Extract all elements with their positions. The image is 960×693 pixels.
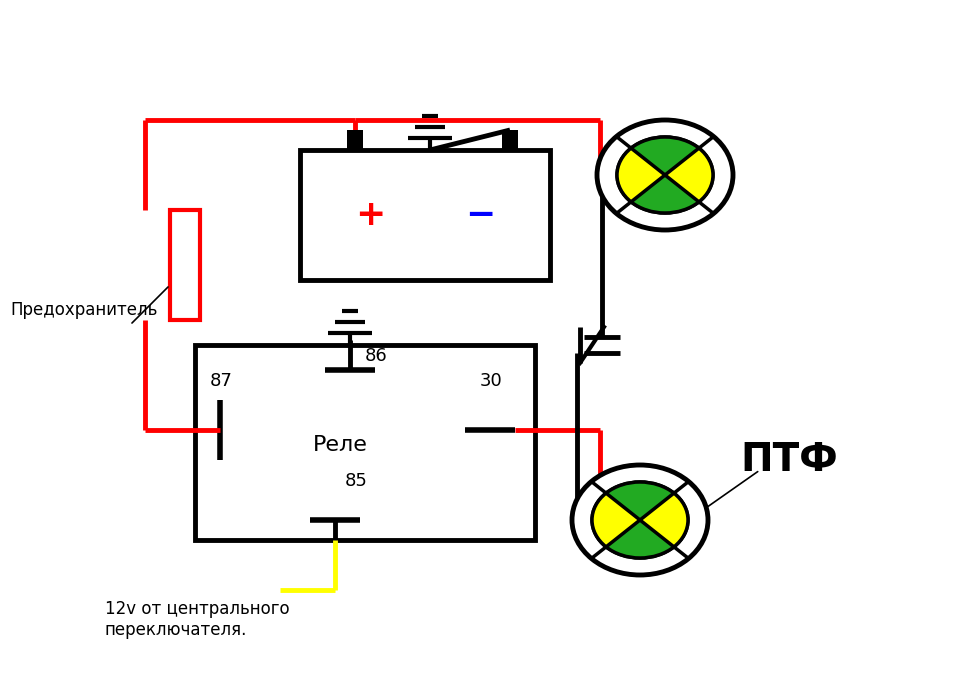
Polygon shape: [665, 148, 713, 202]
Polygon shape: [640, 493, 688, 547]
Text: 12v от центрального
переключателя.: 12v от центрального переключателя.: [105, 600, 290, 639]
FancyBboxPatch shape: [502, 130, 518, 150]
FancyBboxPatch shape: [300, 150, 550, 280]
FancyBboxPatch shape: [347, 130, 363, 150]
Ellipse shape: [597, 120, 733, 230]
Text: ПТФ: ПТФ: [740, 441, 838, 479]
Ellipse shape: [617, 137, 713, 213]
Text: Предохранитель: Предохранитель: [10, 301, 157, 319]
Polygon shape: [606, 520, 674, 558]
Ellipse shape: [572, 465, 708, 575]
Polygon shape: [631, 175, 699, 213]
Text: 30: 30: [480, 372, 503, 390]
FancyBboxPatch shape: [170, 210, 200, 320]
Polygon shape: [606, 482, 674, 520]
Text: 86: 86: [365, 347, 388, 365]
Polygon shape: [631, 137, 699, 175]
Ellipse shape: [592, 482, 688, 558]
Polygon shape: [592, 493, 640, 547]
FancyBboxPatch shape: [195, 345, 535, 540]
Polygon shape: [617, 148, 665, 202]
Text: −: −: [465, 198, 495, 232]
Text: Реле: Реле: [313, 435, 368, 455]
Text: 85: 85: [345, 472, 368, 490]
Text: 87: 87: [210, 372, 233, 390]
Text: +: +: [355, 198, 385, 232]
